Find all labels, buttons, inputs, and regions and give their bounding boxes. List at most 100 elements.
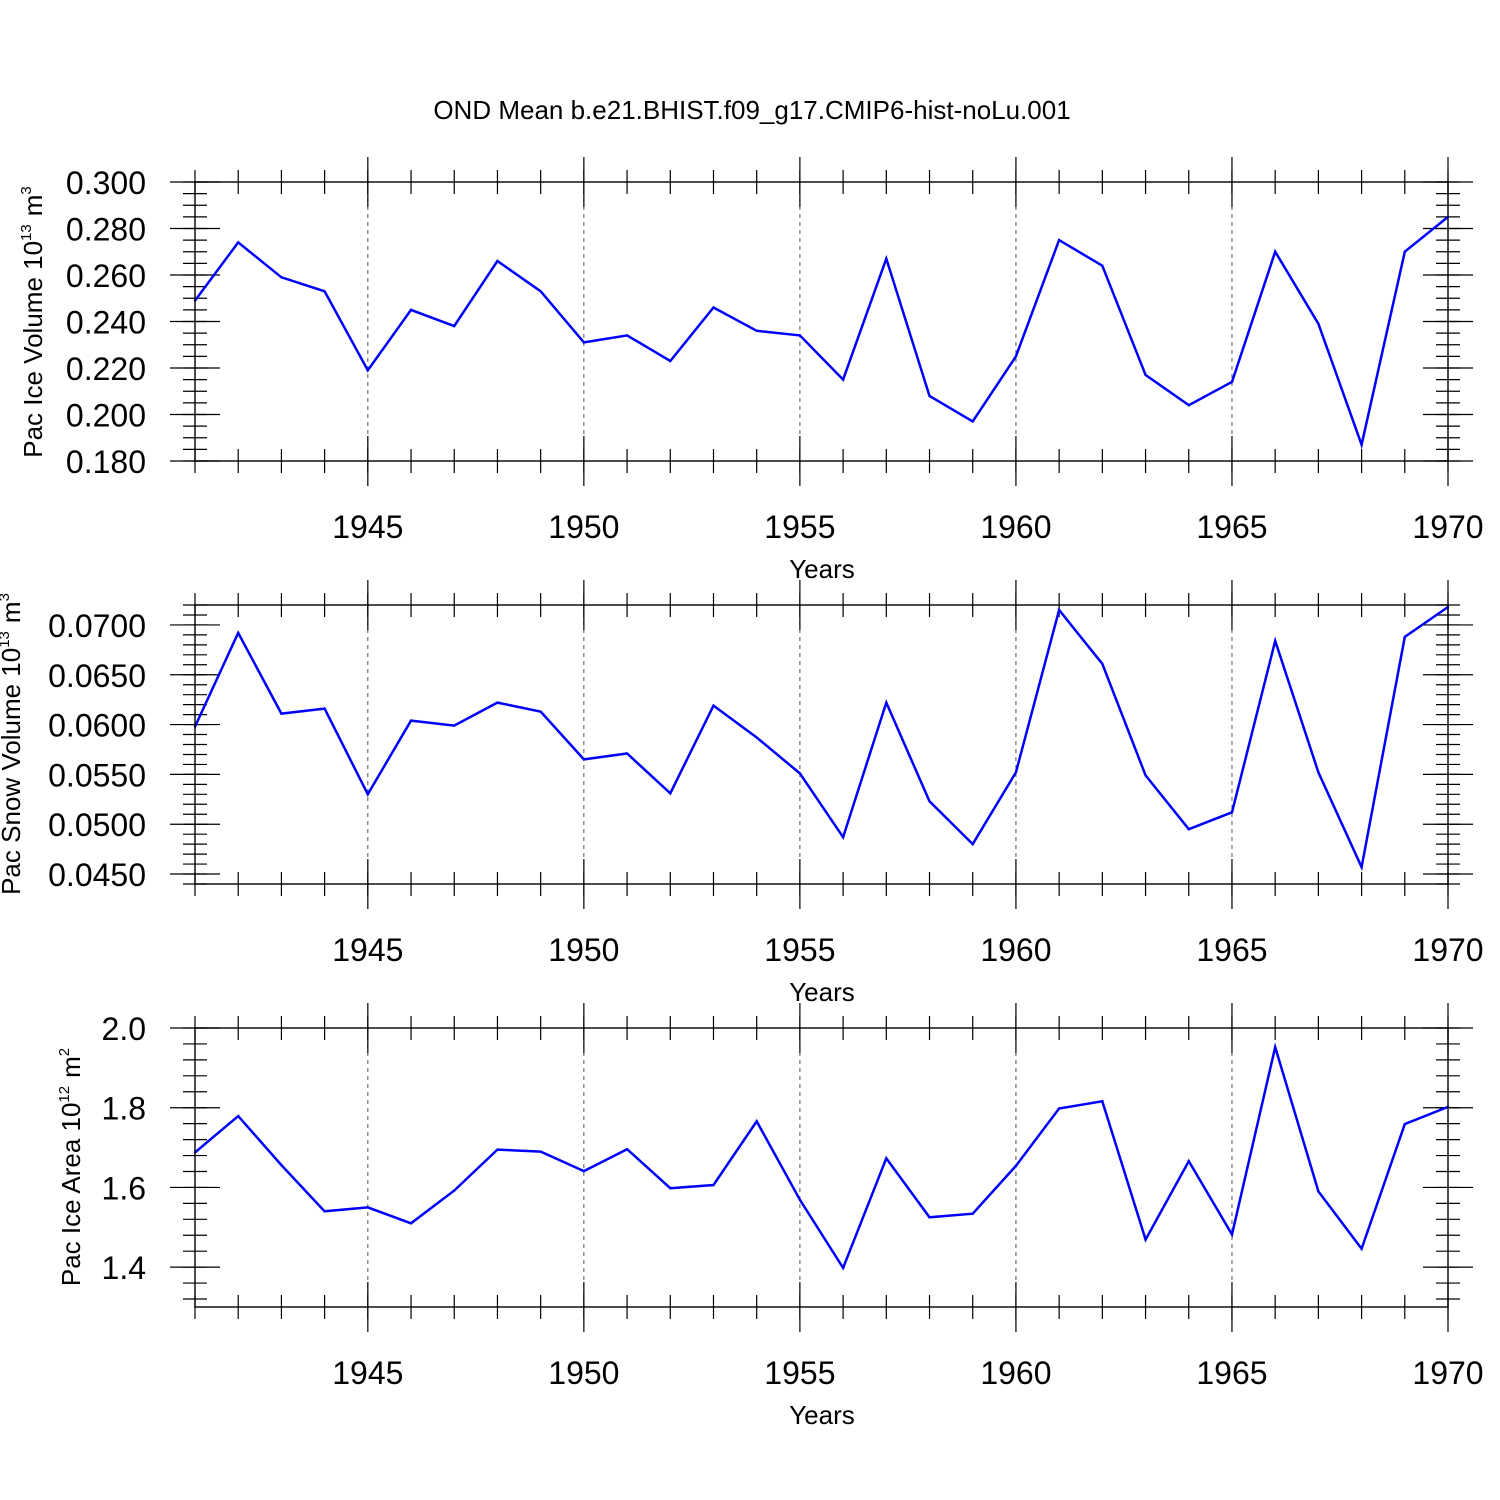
y-tick-label: 0.240 bbox=[66, 305, 146, 341]
data-point-1964 bbox=[1187, 404, 1190, 407]
y-tick-label: 1.4 bbox=[102, 1250, 146, 1286]
data-point-1958 bbox=[928, 1216, 931, 1219]
data-point-1956 bbox=[841, 835, 845, 839]
data-point-1967 bbox=[1317, 1190, 1320, 1193]
data-point-1955 bbox=[798, 1198, 802, 1201]
y-tick-label: 0.300 bbox=[66, 165, 146, 201]
data-point-1944 bbox=[323, 290, 326, 293]
panel-ice-area: Pac Ice Area 1012 m2 Years 1.4 1.6 1.8 2.0 19… bbox=[56, 1003, 1484, 1430]
y-tick-label: 1.8 bbox=[102, 1091, 146, 1127]
data-point-1969 bbox=[1403, 250, 1406, 253]
x-tick-label: 1945 bbox=[332, 1355, 403, 1391]
ylabel-unit: m bbox=[56, 1056, 86, 1078]
data-point-1952 bbox=[669, 792, 672, 795]
panel-ice-volume: Pac Ice Volume 1013 m3 Years 0.180 0.200 0.… bbox=[18, 157, 1484, 584]
series-line bbox=[193, 215, 1449, 450]
x-tick-label: 1950 bbox=[548, 509, 619, 545]
data-point-1954 bbox=[755, 329, 758, 332]
ylabel-exponent: 13 bbox=[18, 224, 35, 241]
series-line bbox=[193, 605, 1449, 872]
data-point-1964 bbox=[1187, 1159, 1190, 1163]
data-point-1944 bbox=[323, 1210, 326, 1213]
ylabel-snow-volume: Pac Snow Volume 1013 m3 bbox=[0, 593, 26, 895]
data-point-1955 bbox=[798, 772, 802, 775]
svg-text:Pac Ice Area 1012m2: Pac Ice Area 1012 m2 bbox=[56, 1048, 86, 1286]
y-tick-label: 0.0450 bbox=[48, 857, 146, 893]
x-tick-label: 1945 bbox=[332, 932, 403, 968]
data-point-1959 bbox=[971, 420, 974, 423]
x-tick-label: 1960 bbox=[980, 509, 1051, 545]
ylabel-unit: m bbox=[0, 601, 26, 623]
data-point-1957 bbox=[885, 701, 888, 704]
data-point-1956 bbox=[841, 1266, 845, 1270]
x-tick-label: 1955 bbox=[764, 932, 835, 968]
x-tick-label: 1950 bbox=[548, 932, 619, 968]
x-tick-label: 1960 bbox=[980, 932, 1051, 968]
ylabel-exponent: 12 bbox=[56, 1086, 73, 1103]
y-tick-label: 1.6 bbox=[102, 1170, 146, 1206]
ylabel-unit-exponent: 3 bbox=[18, 186, 35, 194]
data-point-1957 bbox=[885, 1157, 888, 1160]
data-point-1946 bbox=[409, 719, 413, 722]
svg-text:Pac Ice Volume 1013m3: Pac Ice Volume 1013 m3 bbox=[18, 186, 48, 458]
data-point-1943 bbox=[280, 1163, 283, 1167]
ylabel-exponent: 13 bbox=[0, 631, 13, 648]
data-point-1961 bbox=[1057, 608, 1061, 612]
data-point-1944 bbox=[323, 707, 326, 710]
data-point-1965 bbox=[1230, 380, 1234, 384]
data-point-1946 bbox=[409, 308, 413, 312]
data-point-1963 bbox=[1144, 774, 1147, 777]
data-point-1958 bbox=[928, 800, 931, 803]
data-point-1960 bbox=[1014, 355, 1018, 358]
ylabel-unit: m bbox=[18, 195, 48, 217]
data-point-1952 bbox=[669, 359, 672, 363]
y-tick-label: 0.280 bbox=[66, 212, 146, 248]
x-tick-label: 1970 bbox=[1412, 509, 1483, 545]
data-point-1948 bbox=[496, 701, 499, 704]
data-point-1945 bbox=[366, 793, 370, 796]
data-point-1957 bbox=[885, 257, 888, 260]
ylabel-text: Pac Ice Area 10 bbox=[56, 1103, 86, 1287]
y-tick-label: 0.180 bbox=[66, 444, 146, 480]
xlabel-snow-volume: Years bbox=[789, 977, 855, 1007]
ylabel-text: Pac Ice Volume 10 bbox=[18, 241, 48, 458]
ylabel-text: Pac Snow Volume 10 bbox=[0, 648, 26, 895]
data-point-1948 bbox=[496, 259, 499, 263]
data-point-1950 bbox=[582, 758, 586, 761]
data-point-1947 bbox=[453, 724, 456, 727]
data-point-1953 bbox=[712, 704, 715, 707]
data-point-1962 bbox=[1101, 1100, 1104, 1103]
y-tick-label: 0.0650 bbox=[48, 658, 146, 694]
x-tick-label: 1955 bbox=[764, 509, 835, 545]
data-point-1951 bbox=[625, 1147, 629, 1151]
plot-frame bbox=[194, 1027, 1449, 1308]
xlabel-ice-volume: Years bbox=[789, 554, 855, 584]
data-point-1966 bbox=[1273, 250, 1277, 253]
data-point-1945 bbox=[366, 369, 370, 372]
data-point-1968 bbox=[1360, 865, 1363, 869]
data-point-1960 bbox=[1014, 1164, 1018, 1168]
x-tick-label: 1960 bbox=[980, 1355, 1051, 1391]
ylabel-unit-exponent: 3 bbox=[0, 593, 13, 601]
data-point-1966 bbox=[1273, 639, 1277, 643]
data-point-1951 bbox=[625, 752, 629, 755]
x-tick-label: 1970 bbox=[1412, 932, 1483, 968]
data-point-1965 bbox=[1230, 811, 1234, 814]
series-line bbox=[194, 1042, 1449, 1271]
data-point-1965 bbox=[1230, 1233, 1234, 1236]
y-tick-label: 0.0500 bbox=[48, 807, 146, 843]
data-point-1945 bbox=[366, 1206, 370, 1209]
y-tick-label: 0.0550 bbox=[48, 757, 146, 793]
x-tick-label: 1955 bbox=[764, 1355, 835, 1391]
data-point-1943 bbox=[280, 276, 283, 279]
svg-text:Pac Snow Volume 1013m3: Pac Snow Volume 1013 m3 bbox=[0, 593, 26, 895]
data-point-1969 bbox=[1403, 635, 1406, 639]
data-point-1963 bbox=[1144, 1238, 1147, 1241]
data-point-1959 bbox=[971, 1212, 974, 1215]
ylabel-ice-volume: Pac Ice Volume 1013 m3 bbox=[18, 186, 48, 458]
y-tick-label: 0.220 bbox=[66, 351, 146, 387]
data-point-1947 bbox=[453, 324, 456, 328]
y-tick-label: 0.200 bbox=[66, 398, 146, 434]
data-point-1968 bbox=[1360, 1247, 1363, 1251]
